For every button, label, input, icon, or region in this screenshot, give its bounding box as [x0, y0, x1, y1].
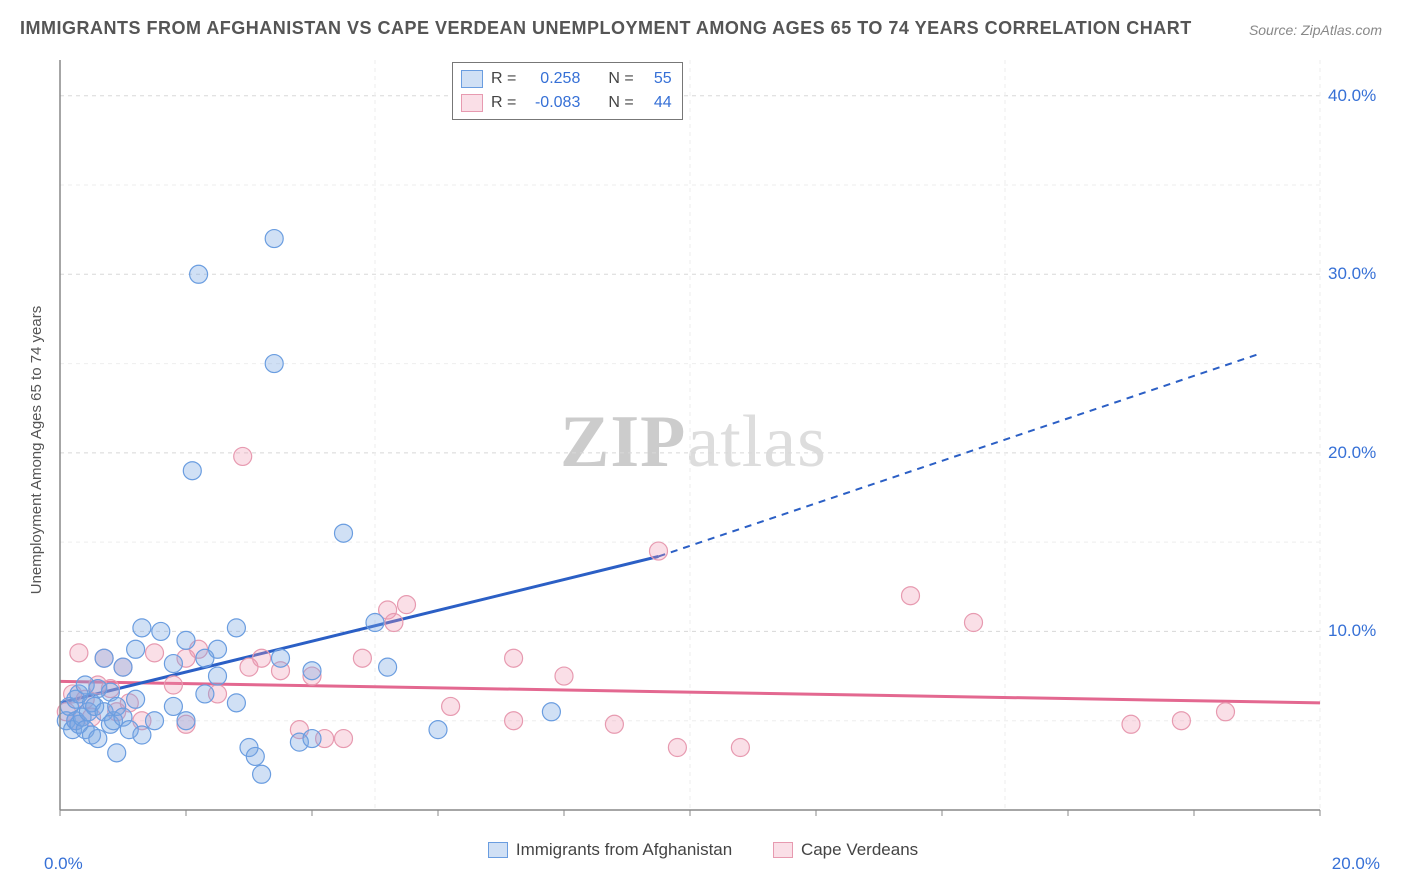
n-value-1: 55 — [642, 67, 672, 91]
legend-swatch-pink — [461, 94, 483, 112]
y-axis-tick-label: 10.0% — [1328, 621, 1376, 641]
y-axis-tick-label: 30.0% — [1328, 264, 1376, 284]
scatter-chart — [50, 60, 1380, 830]
chart-area — [50, 60, 1380, 830]
r-value-1: 0.258 — [524, 67, 580, 91]
legend-label-2: Cape Verdeans — [801, 840, 918, 860]
legend-row-series1: R = 0.258 N = 55 — [461, 67, 672, 91]
y-axis-label: Unemployment Among Ages 65 to 74 years — [28, 250, 45, 650]
r-label: R = — [491, 91, 516, 115]
correlation-legend: R = 0.258 N = 55 R = -0.083 N = 44 — [452, 62, 683, 120]
legend-item-1: Immigrants from Afghanistan — [488, 840, 732, 860]
legend-label-1: Immigrants from Afghanistan — [516, 840, 732, 860]
y-axis-tick-label: 20.0% — [1328, 443, 1376, 463]
source-attribution: Source: ZipAtlas.com — [1249, 22, 1382, 38]
series-legend: Immigrants from Afghanistan Cape Verdean… — [0, 840, 1406, 863]
r-label: R = — [491, 67, 516, 91]
legend-item-2: Cape Verdeans — [773, 840, 918, 860]
legend-swatch-pink — [773, 842, 793, 858]
legend-row-series2: R = -0.083 N = 44 — [461, 91, 672, 115]
legend-swatch-blue — [461, 70, 483, 88]
y-axis-tick-label: 40.0% — [1328, 86, 1376, 106]
legend-swatch-blue — [488, 842, 508, 858]
r-value-2: -0.083 — [524, 91, 580, 115]
page-title: IMMIGRANTS FROM AFGHANISTAN VS CAPE VERD… — [20, 18, 1192, 39]
n-label: N = — [608, 91, 633, 115]
n-label: N = — [608, 67, 633, 91]
n-value-2: 44 — [642, 91, 672, 115]
